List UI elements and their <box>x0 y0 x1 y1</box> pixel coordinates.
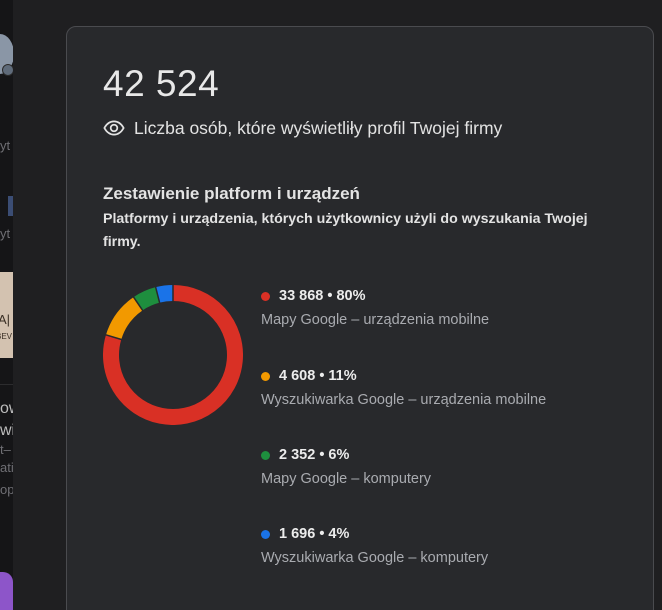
divider <box>0 384 13 385</box>
profile-views-panel: 42 524 Liczba osób, które wyświetliły pr… <box>66 26 654 610</box>
background-accent-bar <box>8 196 13 216</box>
legend-dot <box>261 291 270 301</box>
donut-slice-1 <box>103 285 243 425</box>
legend-value: 4 608 • 11% <box>279 368 357 384</box>
legend-item-search-desktop: 1 696 • 4% Wyszukiwarka Google – kompute… <box>261 523 621 566</box>
background-text: wia <box>0 422 13 439</box>
background-thumbnail: A| BEV <box>0 272 13 358</box>
donut-slice-2 <box>105 297 143 340</box>
legend-label: Mapy Google – komputery <box>261 471 432 487</box>
slice-separator <box>132 295 144 312</box>
background-text: t– <box>0 442 11 457</box>
views-caption: Liczba osób, które wyświetliły profil Tw… <box>103 117 502 139</box>
donut-slice-4 <box>155 285 174 303</box>
section-title: Zestawienie platform i urządzeń <box>103 184 360 203</box>
donut-slice-3 <box>133 287 160 311</box>
background-text: ati <box>0 460 13 475</box>
legend-item-maps-mobile: 33 868 • 80% Mapy Google – urządzenia mo… <box>261 285 621 328</box>
slice-separator <box>104 333 123 341</box>
background-text: BEV <box>0 332 13 341</box>
background-button <box>0 572 13 610</box>
background-text: yt <box>0 138 11 153</box>
slice-separator <box>154 286 161 304</box>
legend-dot <box>261 371 270 381</box>
legend-value: 2 352 • 6% <box>279 447 350 463</box>
section-description: Platformy i urządzenia, których użytkown… <box>103 211 588 250</box>
background-text: ow <box>0 400 13 417</box>
legend-value: 33 868 • 80% <box>279 288 366 304</box>
legend-item-maps-desktop: 2 352 • 6% Mapy Google – komputery <box>261 444 621 487</box>
legend-item-search-mobile: 4 608 • 11% Wyszukiwarka Google – urządz… <box>261 365 621 408</box>
background-text: A| <box>0 312 11 327</box>
legend-value: 1 696 • 4% <box>279 526 350 542</box>
background-text: op <box>0 482 13 497</box>
legend-dot <box>261 529 270 539</box>
views-label: Liczba osób, które wyświetliły profil Tw… <box>134 117 503 138</box>
legend-label: Mapy Google – urządzenia mobilne <box>261 312 490 328</box>
total-views-count: 42 524 <box>103 63 220 104</box>
background-text: yt <box>0 226 11 241</box>
verified-badge-icon <box>2 64 13 76</box>
eye-icon <box>103 117 125 139</box>
legend-dot <box>261 450 270 460</box>
legend-label: Wyszukiwarka Google – urządzenia mobilne <box>261 392 547 408</box>
legend-label: Wyszukiwarka Google – komputery <box>261 550 489 566</box>
background-page: yt yt A| BEV ow wia t– ati op <box>0 0 13 610</box>
platform-donut-chart <box>103 285 243 425</box>
